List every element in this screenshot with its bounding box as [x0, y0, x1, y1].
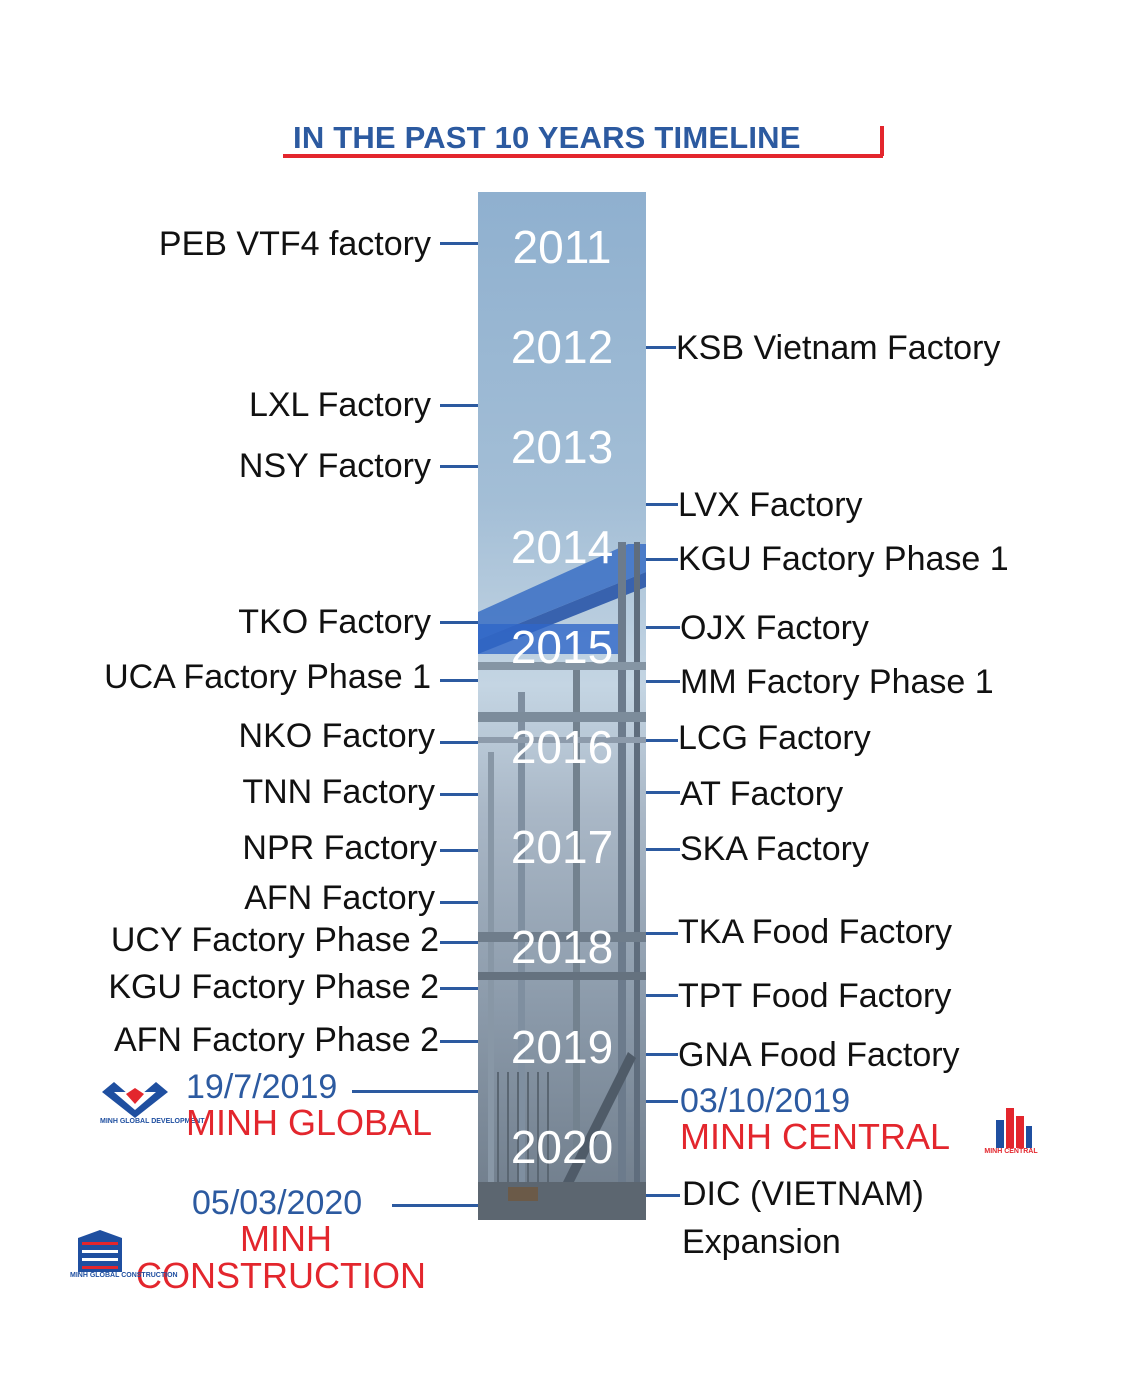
minh-central-logo: MINH CENTRAL [976, 1104, 1046, 1160]
right-project-label: TPT Food Factory [678, 977, 952, 1015]
right-project-label: LVX Factory [678, 486, 863, 524]
left-connector [440, 741, 478, 744]
right-connector [646, 626, 680, 629]
minh-global-logo: MINH GLOBAL DEVELOPMENT [100, 1080, 205, 1130]
dic-connector [646, 1194, 680, 1197]
right-connector [646, 503, 678, 506]
left-project-label: LXL Factory [248, 386, 431, 424]
right-connector [646, 346, 676, 349]
left-project-label: UCA Factory Phase 1 [104, 658, 431, 696]
left-project-label: UCY Factory Phase 2 [110, 921, 439, 959]
minh-construction-connector [392, 1204, 478, 1207]
minh-construction-logo: MINH GLOBAL CONSTRUCTION [70, 1228, 178, 1284]
right-connector [646, 1053, 678, 1056]
right-project-label: LCG Factory [678, 719, 871, 757]
building-illustration [478, 542, 646, 1220]
right-project-label: KSB Vietnam Factory [676, 329, 1001, 367]
minh-global-connector [352, 1090, 478, 1093]
right-connector [646, 739, 678, 742]
year-label: 2020 [510, 1121, 614, 1173]
right-project-label: KGU Factory Phase 1 [678, 540, 1009, 578]
left-connector [440, 1040, 478, 1043]
year-label: 2012 [510, 321, 614, 373]
minh-construction-name-line1: MINH [240, 1218, 332, 1259]
left-connector [440, 941, 478, 944]
minh-central-connector [646, 1100, 678, 1103]
dic-label-line1: DIC (VIETNAM) [682, 1175, 924, 1213]
left-connector [440, 901, 478, 904]
left-connector [440, 404, 478, 407]
minh-global-logo-text: MINH GLOBAL DEVELOPMENT [100, 1118, 205, 1125]
right-connector [646, 558, 678, 561]
right-project-label: SKA Factory [680, 830, 869, 868]
left-project-label: NSY Factory [238, 447, 431, 485]
right-project-label: MM Factory Phase 1 [680, 663, 994, 701]
year-label: 2017 [510, 821, 614, 873]
left-connector [440, 242, 478, 245]
year-label: 2011 [512, 221, 612, 273]
minh-central-logo-text: MINH CENTRAL [984, 1148, 1038, 1155]
minh-central-name: MINH CENTRAL [680, 1116, 951, 1157]
year-label: 2019 [510, 1021, 614, 1073]
minh-construction-date: 05/03/2020 [192, 1184, 363, 1222]
left-project-label: TNN Factory [242, 773, 435, 811]
title-block: IN THE PAST 10 YEARS TIMELINE [283, 118, 884, 160]
right-project-label: GNA Food Factory [678, 1036, 960, 1074]
right-connector [646, 848, 680, 851]
left-project-label: NPR Factory [242, 829, 437, 867]
timeline-bar [478, 192, 646, 1220]
left-connector [440, 793, 478, 796]
year-label: 2013 [510, 421, 614, 473]
right-connector [646, 680, 680, 683]
right-project-label: OJX Factory [680, 609, 869, 647]
year-label: 2015 [510, 621, 614, 673]
left-project-label: KGU Factory Phase 2 [108, 968, 439, 1006]
right-connector [646, 994, 678, 997]
page-title: IN THE PAST 10 YEARS TIMELINE [293, 120, 801, 155]
year-label: 2014 [510, 521, 614, 573]
left-connector [440, 849, 478, 852]
minh-global-name: MINH GLOBAL [186, 1102, 433, 1143]
title-underline [283, 154, 883, 158]
title-tick [880, 126, 884, 156]
right-project-label: AT Factory [680, 775, 844, 813]
minh-construction-logo-text: MINH GLOBAL CONSTRUCTION [70, 1272, 178, 1279]
year-label: 2018 [510, 921, 614, 973]
minh-central-logo-icon [996, 1108, 1032, 1148]
left-project-label: PEB VTF4 factory [158, 225, 431, 263]
minh-central-date: 03/10/2019 [680, 1082, 851, 1120]
dic-label-line2: Expansion [682, 1223, 841, 1261]
year-label: 2016 [510, 721, 614, 773]
right-project-label: TKA Food Factory [678, 913, 952, 951]
left-project-label: AFN Factory [244, 879, 435, 917]
left-connector [440, 679, 478, 682]
minh-global-logo-icon [102, 1082, 168, 1118]
left-connector [440, 621, 478, 624]
left-project-label: NKO Factory [238, 717, 435, 755]
minh-construction-logo-icon [78, 1230, 122, 1272]
left-project-label: AFN Factory Phase 2 [113, 1021, 439, 1059]
right-connector [646, 791, 680, 794]
left-connector [440, 465, 478, 468]
minh-global-date: 19/7/2019 [186, 1068, 338, 1106]
right-connector [646, 932, 678, 935]
left-connector [440, 987, 478, 990]
minh-construction-name-line2: CONSTRUCTION [136, 1255, 426, 1296]
left-project-label: TKO Factory [238, 603, 431, 641]
